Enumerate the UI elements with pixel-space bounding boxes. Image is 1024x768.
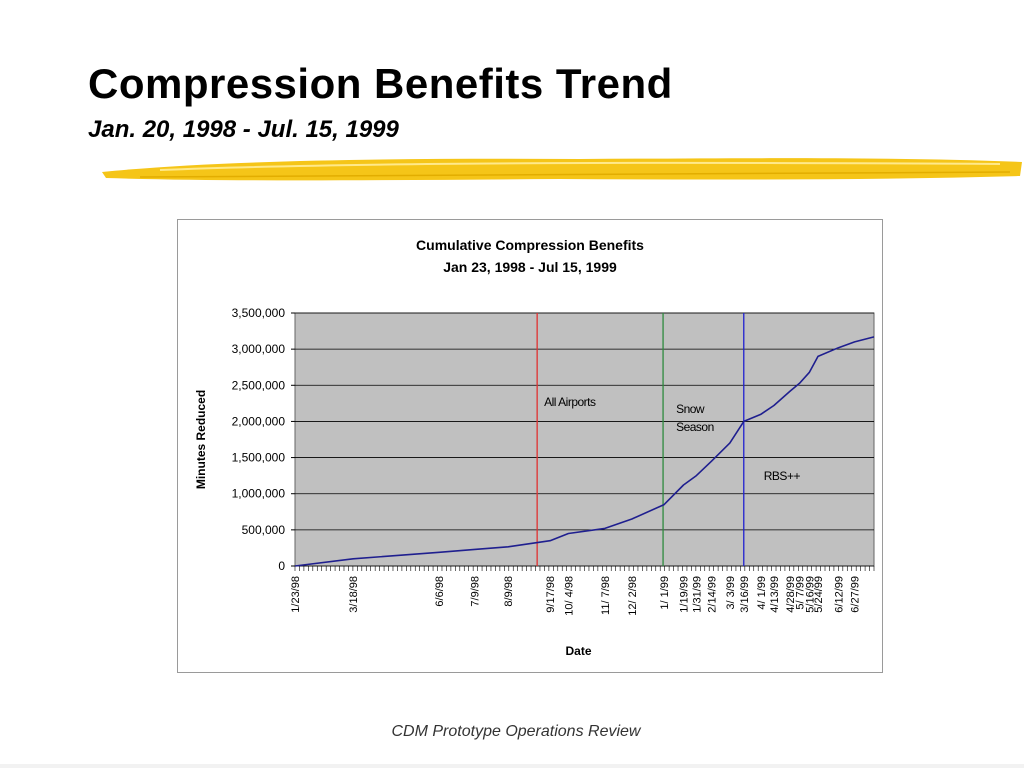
plot-area (294, 312, 875, 567)
x-tick-label: 1/ 1/99 (659, 576, 671, 610)
x-tick-label: 4/ 1/99 (756, 576, 768, 610)
marker-label-season: Season (676, 420, 714, 434)
bottom-rule (0, 764, 1024, 768)
x-tick-label: 10/ 4/98 (563, 576, 575, 616)
series-line (294, 336, 875, 567)
y-tick-label: 3,000,000 (232, 342, 286, 356)
x-tick-label: 3/ 3/99 (725, 576, 737, 610)
marker-label-rbs: RBS++ (764, 469, 801, 483)
x-tick-label: 5/24/99 (813, 576, 825, 613)
y-tick-label: 2,000,000 (232, 414, 286, 428)
x-tick-label: 8/9/98 (503, 576, 515, 607)
y-tick-label: 1,500,000 (232, 451, 286, 465)
chart-container: Cumulative Compression Benefits Jan 23, 1… (177, 219, 883, 673)
x-tick-label: 4/28/99 (785, 576, 797, 613)
slide-subtitle: Jan. 20, 1998 - Jul. 15, 1999 (88, 116, 399, 143)
y-axis-label: Minutes Reduced (194, 390, 208, 489)
x-axis-label: Date (565, 644, 591, 658)
y-tick-label: 3,500,000 (232, 306, 286, 320)
y-tick-label: 2,500,000 (232, 378, 286, 392)
x-tick-label: 6/12/99 (833, 576, 845, 613)
marker-label-all-airports: All Airports (544, 395, 596, 409)
slide-title: Compression Benefits Trend (88, 60, 673, 107)
x-tick-label: 1/19/99 (679, 576, 691, 613)
x-tick-label: 6/27/99 (850, 576, 862, 613)
marker-label-snow: Snow (676, 402, 705, 416)
y-tick-label: 500,000 (242, 523, 286, 537)
x-tick-label: 5/ 7/99 (795, 576, 807, 610)
x-tick-label: 3/16/99 (739, 576, 751, 613)
x-tick-label: 1/31/99 (691, 576, 703, 613)
x-tick-label: 11/ 7/98 (600, 576, 612, 615)
x-tick-label: 12/ 2/98 (627, 576, 639, 616)
chart-subtitle: Jan 23, 1998 - Jul 15, 1999 (443, 259, 617, 275)
x-tick-label: 7/9/98 (470, 576, 482, 607)
yellow-brush-stroke (102, 158, 1022, 181)
x-tick-label: 4/13/99 (769, 576, 781, 613)
x-tick-label: 1/23/98 (290, 576, 302, 613)
footer-text: CDM Prototype Operations Review (391, 723, 641, 740)
x-tick-label: 9/17/98 (545, 576, 557, 613)
x-tick-label: 3/18/98 (348, 576, 360, 613)
y-tick-label: 0 (278, 559, 285, 573)
x-tick-label: 6/6/98 (434, 576, 446, 607)
x-tick-label: 2/14/99 (706, 576, 718, 613)
chart-title: Cumulative Compression Benefits (416, 237, 644, 253)
line-chart: Cumulative Compression Benefits Jan 23, 1… (194, 237, 875, 658)
y-tick-label: 1,000,000 (232, 487, 286, 501)
x-tick-label: 5/16/99 (804, 576, 816, 613)
